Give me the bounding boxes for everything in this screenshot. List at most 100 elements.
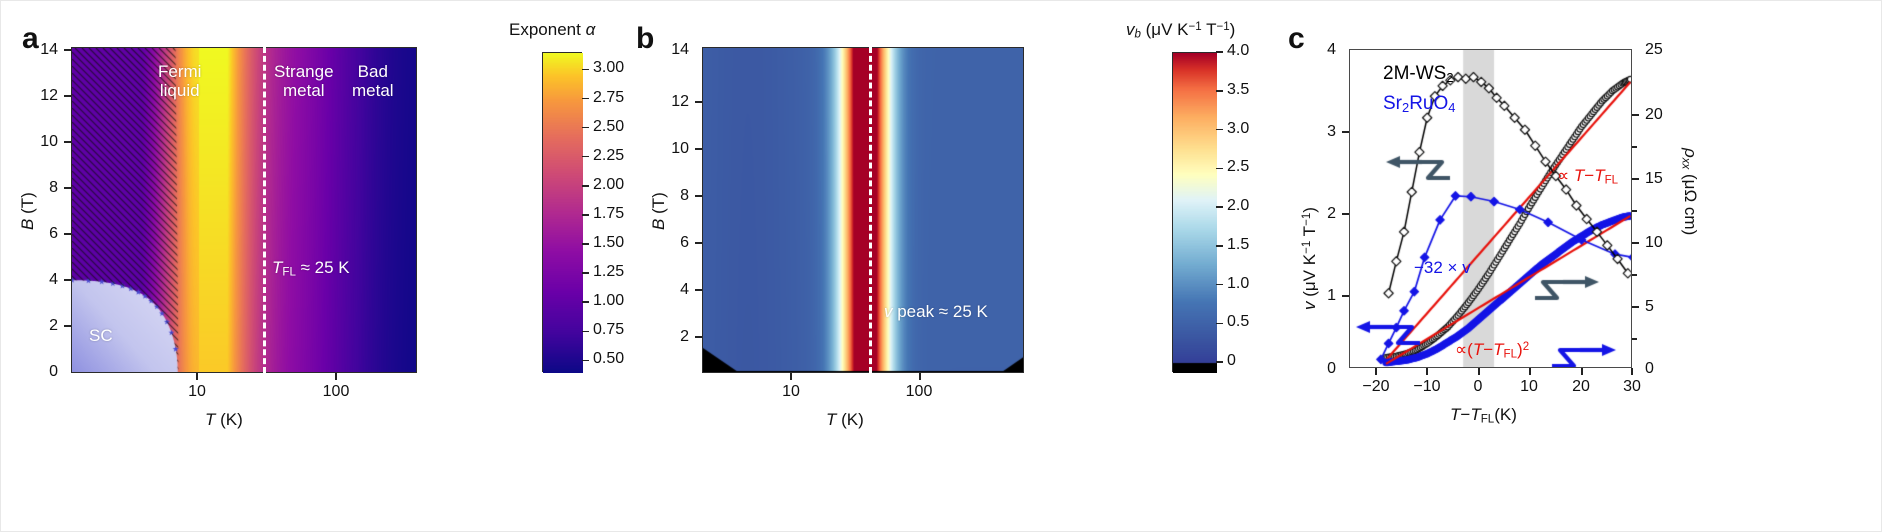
panel-c-ytick-left-4: 4 — [1327, 41, 1336, 58]
panel-b-letter: b — [636, 22, 655, 55]
panel-a-colorbar-tickmark — [582, 68, 589, 71]
panel-a-ytick-10: 10 — [40, 133, 58, 150]
panel-b-xlabel: T (K) — [826, 410, 864, 429]
panel-a-letter: a — [22, 22, 39, 55]
panel-c-right-ytickmark — [1632, 114, 1639, 116]
panel-b-ytick-6: 6 — [680, 234, 689, 251]
panel-a-ytick-14: 14 — [40, 41, 58, 58]
panel-a-colorbar-tick-2.75: 2.75 — [593, 88, 625, 106]
panel-b-ytick-2: 2 — [680, 328, 689, 345]
panel-c-ytick-left-2: 2 — [1327, 205, 1336, 222]
panel-a-colorbar-canvas — [543, 53, 583, 373]
panel-c-annotation-linear: ∝ T−TFL — [1557, 166, 1619, 187]
panel-a-xtickmark-100 — [335, 373, 337, 380]
panel-c-letter: c — [1288, 22, 1305, 55]
panel-a-ytick-8: 8 — [49, 179, 58, 196]
panel-c-xtickmark — [1426, 368, 1428, 375]
panel-a-region-bad-metal-l1: Bad — [357, 62, 388, 81]
panel-a-xtick-10: 10 — [188, 383, 206, 400]
panel-a-tfl-dashed-line — [263, 47, 266, 373]
panel-b-peak-dashed-line — [869, 47, 872, 373]
panel-c-xtickmark — [1529, 368, 1531, 375]
panel-a-colorbar-tickmark — [582, 155, 589, 158]
panel-b-colorbar-tick-3.0: 3.0 — [1227, 119, 1250, 137]
panel-b-peak-symbol: v — [884, 302, 893, 321]
panel-a-tfl-sub: FL — [282, 266, 296, 279]
panel-a-region-sc-label: SC — [89, 326, 113, 345]
panel-a-colorbar-tickmark — [582, 97, 589, 100]
panel-a-colorbar-tick-1.50: 1.50 — [593, 234, 625, 251]
panel-a-ytickmark — [64, 325, 71, 327]
panel-b-colorbar-tick-0: 0 — [1227, 352, 1236, 369]
panel-b-colorbar-units-sup1: −1 — [1188, 21, 1202, 34]
panel-b-ytickmark — [695, 148, 702, 150]
panel-c-left-ytickmark — [1342, 213, 1349, 215]
panel-b-colorbar-tickmark — [1216, 206, 1223, 208]
panel-a-colorbar-tickmark — [582, 214, 589, 216]
panel-a-colorbar-tickmark — [582, 359, 589, 362]
panel-b-peak-rest: peak ≈ 25 K — [892, 302, 988, 321]
panel-a-plot — [71, 47, 417, 373]
panel-c-legend-sr2ruo4-sub1: 2 — [1402, 99, 1410, 115]
panel-a-colorbar-tickmark — [582, 243, 589, 245]
panel-a-xtickmark-10 — [196, 373, 198, 380]
panel-a-region-strange-metal-l1: Strange — [274, 62, 334, 81]
panel-a-region-bad-metal: Bad metal — [352, 62, 394, 100]
panel-b-colorbar-tickmark — [1216, 128, 1223, 131]
panel-b-colorbar-units-end: ) — [1229, 20, 1236, 39]
panel-c-plot — [1349, 49, 1632, 368]
panel-a-colorbar-tickmark — [582, 126, 589, 129]
panel-c-xtick-20: 20 — [1572, 378, 1590, 395]
panel-c-ytick-left-1: 1 — [1327, 287, 1336, 304]
panel-a-ytickmark — [64, 95, 71, 97]
panel-c-right-yminortick — [1632, 210, 1637, 212]
panel-a-colorbar-tick-2.25: 2.25 — [593, 146, 625, 164]
panel-b-colorbar-tickmark — [1216, 167, 1223, 169]
panel-b-colorbar-tickmark — [1216, 90, 1223, 92]
panel-c-xtick-30: 30 — [1623, 378, 1641, 395]
panel-a-region-strange-metal: Strange metal — [274, 62, 334, 100]
panel-b-colorbar-title: vb (μV K−1 T−1) — [1126, 20, 1235, 41]
panel-c-xtickmark — [1478, 368, 1480, 375]
panel-b-colorbar-tick-0.5: 0.5 — [1227, 313, 1250, 331]
panel-b-colorbar-units-mid: T — [1201, 20, 1217, 39]
panel-b-colorbar-tickmark — [1216, 51, 1223, 53]
panel-a-ytickmark — [64, 187, 71, 189]
panel-b-ytick-10: 10 — [671, 140, 689, 157]
panel-b-colorbar-tick-4.0: 4.0 — [1227, 42, 1250, 59]
panel-c-xlabel: T−TFL(K) — [1450, 405, 1517, 426]
panel-b-colorbar-tick-1.0: 1.0 — [1227, 274, 1250, 292]
panel-a-colorbar-tickmark — [582, 301, 589, 303]
panel-a-colorbar-tick-1.75: 1.75 — [593, 204, 625, 222]
panel-c-legend-2mws2-label: 2M-WS — [1383, 63, 1447, 84]
panel-a-xlabel: T (K) — [205, 410, 243, 429]
panel-a-ytick-2: 2 — [49, 317, 58, 334]
panel-a-ytick-6: 6 — [49, 225, 58, 242]
panel-a-colorbar-tickmark — [582, 272, 589, 274]
panel-b-ytick-14: 14 — [671, 41, 689, 58]
panel-a-colorbar-tick-0.75: 0.75 — [593, 321, 625, 339]
panel-b-colorbar-tickmark — [1216, 322, 1223, 324]
panel-c-xtickmark — [1631, 368, 1633, 375]
panel-b-peak-annotation: v peak ≈ 25 K — [884, 302, 988, 321]
panel-b-colorbar-units-sup2: −1 — [1216, 21, 1230, 34]
panel-a-colorbar-tick-3.00: 3.00 — [593, 59, 625, 77]
panel-a-region-fermi-liquid: Fermi liquid — [158, 62, 201, 100]
panel-a-colorbar-tick-1.25: 1.25 — [593, 263, 625, 281]
panel-c-ytick-right-15: 15 — [1645, 170, 1663, 187]
panel-b-colorbar-title-v: v — [1126, 20, 1135, 39]
panel-c-legend-sr2ruo4-mid: RuO — [1409, 93, 1449, 114]
panel-a-colorbar-tick-1.00: 1.00 — [593, 292, 625, 310]
panel-c-left-ytickmark — [1342, 295, 1349, 297]
panel-c-right-ytickmark — [1632, 306, 1639, 308]
panel-b-ytick-4: 4 — [680, 281, 689, 298]
panel-c-annotation-32v-text: −32 × v — [1414, 258, 1471, 277]
panel-c-ytick-right-25: 25 — [1645, 41, 1663, 58]
panel-b-ytickmark — [695, 242, 702, 244]
panel-a-region-sc: SC — [89, 326, 113, 345]
panel-c-right-yminortick — [1632, 146, 1637, 148]
panel-b-colorbar-tickmark — [1216, 283, 1223, 286]
panel-a-ytickmark — [64, 279, 71, 281]
panel-c-right-yminortick — [1632, 274, 1637, 276]
